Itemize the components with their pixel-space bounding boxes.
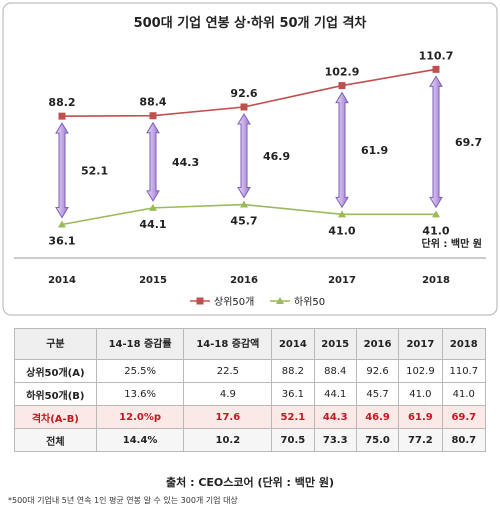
chart-title: 500대 기업 연봉 상·하위 50개 기업 격차 [134, 15, 367, 31]
unit-label: 단위 : 백만 원 [422, 237, 482, 250]
gap-value-label: 61.9 [361, 144, 388, 157]
table-cell: 92.6 [355, 359, 400, 383]
table-cell: 52.1 [271, 405, 315, 429]
data-label: 92.6 [230, 87, 257, 100]
table-header-cell: 구분 [14, 328, 97, 360]
source-text: 출처 : CEO스코어 (단위 : 백만 원) [166, 476, 334, 489]
data-table: 구분 14-18 증감률 14-18 증감액 2014 2015 2016 2017 2018… [14, 328, 487, 452]
gap-value-label: 69.7 [455, 136, 482, 149]
gap-arrow [429, 75, 443, 209]
table-cell: 14.4% [95, 428, 185, 452]
gap-arrows [55, 75, 443, 219]
table-header-cell: 14-18 증감액 [183, 328, 273, 360]
table-header-cell: 2018 [441, 328, 487, 360]
data-label: 41.0 [422, 224, 449, 237]
table-cell: 69.7 [441, 405, 487, 429]
chart-panel: 500대 기업 연봉 상·하위 50개 기업 격차 단위 : 백만 원 52.1… [2, 2, 498, 316]
table-cell: 22.5 [183, 359, 273, 383]
table-header-cell: 2016 [355, 328, 400, 360]
legend-marker [196, 297, 204, 305]
table-cell: 13.6% [95, 382, 185, 406]
row-label: 전체 [14, 428, 97, 452]
table-cell: 44.3 [313, 405, 357, 429]
row-label: 격차(A-B) [14, 405, 97, 429]
table-cell: 80.7 [441, 428, 487, 452]
gap-arrow [237, 113, 251, 199]
x-tick-label: 2016 [230, 275, 258, 286]
x-tick-label: 2017 [328, 275, 356, 286]
data-label: 102.9 [325, 66, 360, 79]
legend-marker [276, 297, 284, 304]
data-label: 88.2 [48, 96, 75, 109]
value-labels: 52.1 44.3 46.9 61.9 69.7 88.2 88.4 92.6 102.9 110… [48, 49, 482, 247]
table-row: 전체 14.4% 10.2 70.5 73.3 75.0 77.2 80.7 [14, 428, 487, 452]
table-row: 하위50개(B) 13.6% 4.9 36.1 44.1 45.7 41.0 41.0 [14, 382, 487, 406]
series-marker [58, 112, 66, 120]
series-marker [432, 65, 440, 73]
row-label: 하위50개(B) [14, 382, 97, 406]
table-cell: 45.7 [355, 382, 400, 406]
data-label: 41.0 [328, 224, 355, 237]
x-tick-label: 2015 [139, 275, 167, 286]
series-marker [338, 210, 346, 218]
table-cell: 88.2 [271, 359, 315, 383]
table-cell: 17.6 [183, 405, 273, 429]
gap-value-label: 46.9 [263, 150, 290, 163]
table-cell: 25.5% [95, 359, 185, 383]
data-label: 110.7 [419, 49, 454, 62]
legend: 상위50개 하위50 [190, 295, 325, 308]
table-cell: 88.4 [313, 359, 357, 383]
table-cell: 77.2 [398, 428, 443, 452]
table-cell: 44.1 [313, 382, 357, 406]
series-marker [432, 210, 440, 218]
table-cell: 75.0 [355, 428, 400, 452]
table-cell: 61.9 [398, 405, 443, 429]
table-cell: 73.3 [313, 428, 357, 452]
line-chart: 500대 기업 연봉 상·하위 50개 기업 격차 단위 : 백만 원 52.1… [2, 2, 498, 316]
gap-arrow [55, 122, 69, 219]
series-markers [58, 65, 440, 228]
table-cell: 46.9 [355, 405, 400, 429]
table-header-cell: 2015 [313, 328, 357, 360]
series-marker [338, 82, 346, 90]
table-cell: 102.9 [398, 359, 443, 383]
gap-arrow [146, 121, 160, 202]
table-row: 상위50개(A) 25.5% 22.5 88.2 88.4 92.6 102.9 110.7 [14, 359, 487, 383]
table-cell: 36.1 [271, 382, 315, 406]
chart-frame [2, 2, 498, 316]
legend-label: 상위50개 [214, 295, 254, 308]
table-cell: 41.0 [441, 382, 487, 406]
table-cell: 110.7 [441, 359, 487, 383]
gap-value-label: 52.1 [81, 164, 108, 177]
series-marker [149, 112, 157, 120]
series-marker [240, 103, 248, 111]
table-header-cell: 2014 [271, 328, 315, 360]
gap-value-label: 44.3 [172, 156, 199, 169]
footnote: *500대 기업내 5년 연속 1인 평균 연봉 알 수 있는 300개 기업 … [8, 496, 238, 505]
series-marker [58, 220, 66, 228]
table-cell: 41.0 [398, 382, 443, 406]
gap-arrow [335, 91, 349, 209]
series-marker [240, 200, 248, 208]
legend-label: 하위50 [294, 295, 325, 308]
series-marker [149, 203, 157, 211]
table-header-cell: 14-18 증감률 [95, 328, 185, 360]
table-row: 격차(A-B) 12.0%p 17.6 52.1 44.3 46.9 61.9 69.7 [14, 405, 487, 429]
table-cell: 4.9 [183, 382, 273, 406]
row-label: 상위50개(A) [14, 359, 97, 383]
table-header-cell: 2017 [398, 328, 443, 360]
x-tick-labels: 2014 2015 2016 2017 2018 [48, 275, 450, 286]
table-header-row: 구분 14-18 증감률 14-18 증감액 2014 2015 2016 2017 2018 [14, 328, 487, 360]
data-label: 44.1 [139, 218, 166, 231]
data-label: 88.4 [139, 96, 166, 109]
table-cell: 12.0%p [95, 405, 185, 429]
data-label: 45.7 [230, 215, 257, 228]
table-cell: 10.2 [183, 428, 273, 452]
data-label: 36.1 [48, 235, 75, 248]
table-cell: 70.5 [271, 428, 315, 452]
x-tick-label: 2018 [422, 275, 450, 286]
x-tick-label: 2014 [48, 275, 76, 286]
